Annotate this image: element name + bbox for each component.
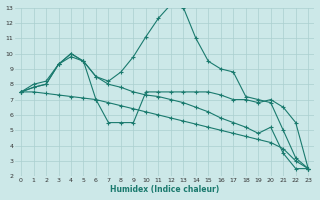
X-axis label: Humidex (Indice chaleur): Humidex (Indice chaleur) (110, 185, 219, 194)
